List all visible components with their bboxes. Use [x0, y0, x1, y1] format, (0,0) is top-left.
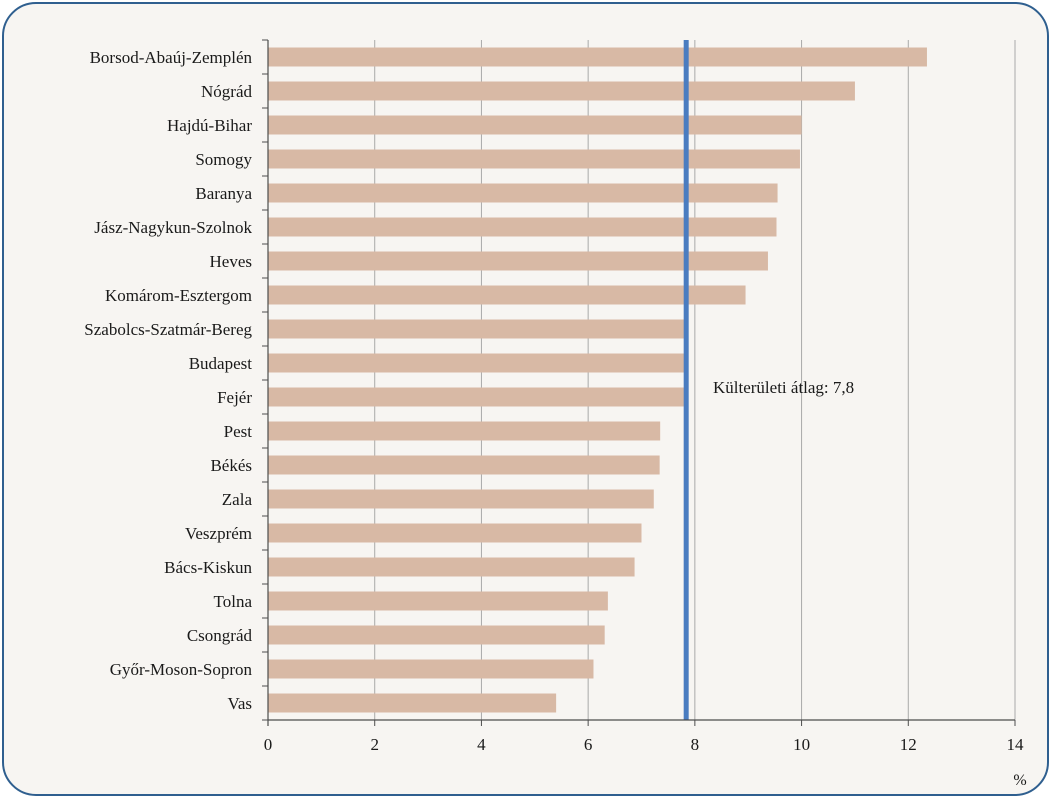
x-tick-label: 12 [900, 735, 917, 754]
category-label: Vas [227, 694, 252, 713]
bar-chart: Borsod-Abaúj-Zemplén Nógrád Hajdú-Bihar Som… [84, 39, 1027, 789]
category-label: Nógrád [201, 82, 252, 101]
bar [268, 81, 855, 101]
category-label: Komárom-Esztergom [105, 286, 252, 305]
x-tick-label: 6 [584, 735, 593, 754]
bar [268, 285, 746, 305]
x-tick-label: 0 [264, 735, 273, 754]
bar [268, 557, 635, 577]
bar [268, 353, 686, 373]
category-label: Győr-Moson-Sopron [110, 660, 253, 679]
bar [268, 149, 800, 169]
category-label: Békés [210, 456, 252, 475]
category-label: Csongrád [187, 626, 253, 645]
category-label: Somogy [195, 150, 252, 169]
x-tick-label: 14 [1007, 735, 1025, 754]
x-tick-label: 2 [370, 735, 379, 754]
bar-layer [268, 47, 927, 713]
bar [268, 455, 660, 475]
category-label: Fejér [217, 388, 252, 407]
bar [268, 183, 778, 203]
category-label: Jász-Nagykun-Szolnok [94, 218, 252, 237]
bar [268, 217, 777, 237]
bar [268, 489, 654, 509]
bar [268, 47, 927, 67]
grid-layer [374, 40, 1016, 720]
x-unit-label: % [1013, 772, 1026, 789]
bar [268, 693, 557, 713]
x-tick-label: 8 [691, 735, 700, 754]
category-label: Bács-Kiskun [164, 558, 252, 577]
label-layer: Borsod-Abaúj-Zemplén Nógrád Hajdú-Bihar Som… [84, 48, 1026, 789]
x-tick-label: 10 [793, 735, 810, 754]
bar [268, 421, 661, 441]
category-label: Baranya [195, 184, 252, 203]
x-tick-label: 4 [477, 735, 486, 754]
category-label: Veszprém [185, 524, 252, 543]
bar [268, 523, 642, 543]
category-label: Borsod-Abaúj-Zemplén [90, 48, 253, 67]
bar [268, 591, 608, 611]
category-label: Heves [210, 252, 252, 271]
axis-layer [262, 39, 1016, 726]
bar [268, 659, 594, 679]
bar [268, 251, 768, 271]
bar [268, 115, 802, 135]
category-label: Pest [224, 422, 253, 441]
bar [268, 625, 605, 645]
category-label: Szabolcs-Szatmár-Bereg [84, 320, 252, 339]
category-label: Tolna [214, 592, 253, 611]
category-label: Budapest [189, 354, 253, 373]
category-label: Zala [222, 490, 253, 509]
category-label: Hajdú-Bihar [167, 116, 252, 135]
bar [268, 319, 686, 339]
bar [268, 387, 685, 407]
reference-line-label: Külterületi átlag: 7,8 [713, 378, 854, 397]
